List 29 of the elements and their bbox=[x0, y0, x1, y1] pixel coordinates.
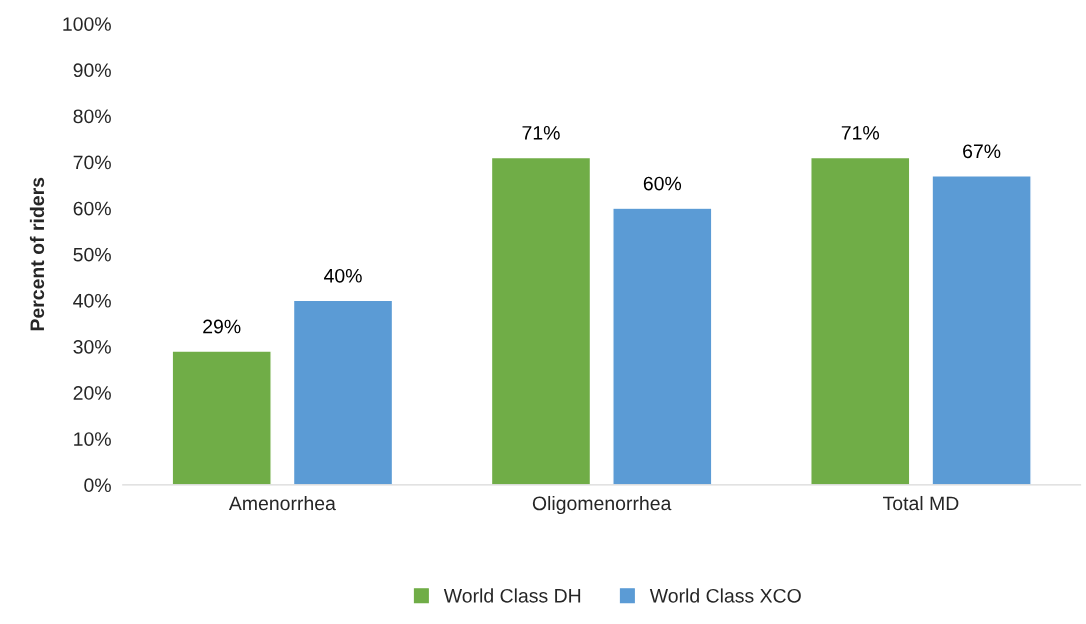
bar bbox=[810, 156, 911, 485]
x-tick-label: Total MD bbox=[883, 495, 959, 511]
data-label: 71% bbox=[841, 126, 880, 140]
y-tick-label: 0% bbox=[84, 478, 111, 493]
legend-label: World Class DH bbox=[443, 588, 581, 603]
bar bbox=[292, 299, 394, 485]
data-label: 71% bbox=[522, 126, 560, 140]
y-tick-label: 100% bbox=[63, 17, 111, 31]
y-tick-label: 60% bbox=[73, 201, 111, 216]
data-label: 67% bbox=[963, 144, 1001, 159]
legend-label: World Class XCO bbox=[649, 588, 801, 603]
data-label: 40% bbox=[324, 268, 362, 283]
y-axis-title: Percent of riders bbox=[29, 177, 45, 331]
bar bbox=[612, 207, 713, 485]
y-tick-label: 50% bbox=[73, 247, 111, 262]
y-tick-label: 30% bbox=[73, 339, 111, 354]
bar bbox=[931, 175, 1032, 485]
y-tick-label: 20% bbox=[73, 386, 111, 400]
y-tick-label: 80% bbox=[73, 109, 111, 124]
x-tick-label: Oligomenorrhea bbox=[532, 495, 672, 515]
bar bbox=[490, 156, 592, 485]
y-tick-label: 90% bbox=[73, 63, 111, 78]
data-label: 29% bbox=[203, 319, 241, 334]
data-label: 60% bbox=[643, 176, 682, 191]
y-tick-label: 10% bbox=[74, 432, 111, 446]
y-tick-label: 70% bbox=[73, 155, 111, 170]
x-tick-label: Amenorrhea bbox=[228, 495, 336, 511]
bar bbox=[171, 350, 272, 485]
y-tick-label: 40% bbox=[73, 293, 111, 308]
